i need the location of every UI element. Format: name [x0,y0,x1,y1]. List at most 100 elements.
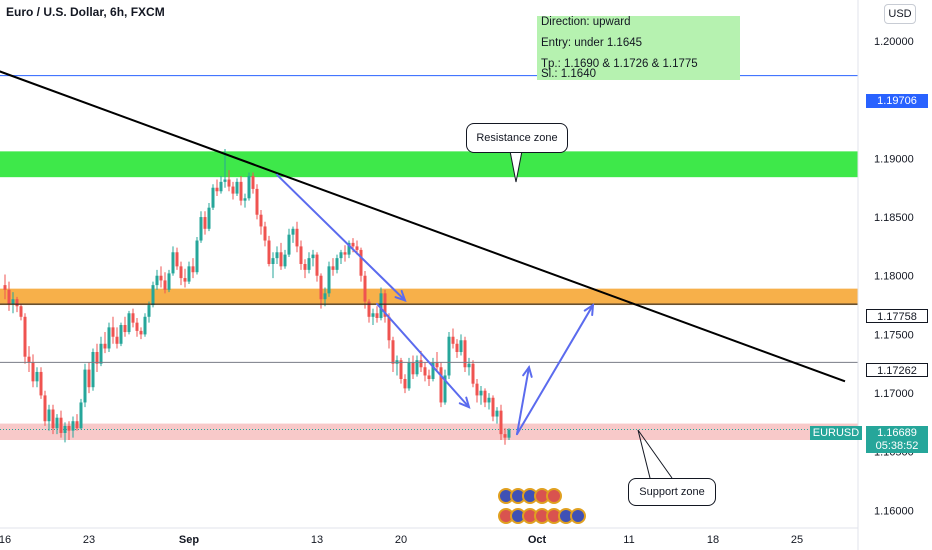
bullish-candle[interactable] [71,421,75,431]
up-arrow-large[interactable] [516,304,594,436]
bullish-candle[interactable] [335,258,339,270]
bearish-candle[interactable] [503,434,507,438]
bearish-candle[interactable] [123,325,127,333]
bearish-candle[interactable] [355,246,359,250]
bullish-candle[interactable] [283,254,287,267]
bearish-candle[interactable] [359,249,363,276]
bearish-candle[interactable] [7,289,11,304]
bearish-candle[interactable] [203,217,207,229]
down-arrow-2[interactable] [376,302,470,409]
bearish-candle[interactable] [263,226,267,241]
bearish-candle[interactable] [191,266,195,273]
bearish-candle[interactable] [111,327,115,337]
bearish-candle[interactable] [159,275,163,281]
bullish-candle[interactable] [275,252,279,259]
bullish-candle[interactable] [219,181,223,192]
bearish-candle[interactable] [295,228,299,247]
bullish-candle[interactable] [311,254,315,259]
bearish-candle[interactable] [251,176,255,189]
bullish-candle[interactable] [431,362,435,379]
bullish-candle[interactable] [155,275,159,286]
bullish-candle[interactable] [119,325,123,344]
bearish-candle[interactable] [39,371,43,396]
bullish-candle[interactable] [211,187,215,208]
bearish-candle[interactable] [319,275,323,300]
bullish-candle[interactable] [243,198,247,201]
bullish-candle[interactable] [291,228,295,235]
price-axis-background[interactable] [858,0,932,550]
bullish-candle[interactable] [271,258,275,264]
bullish-candle[interactable] [199,217,203,241]
bullish-candle[interactable] [507,429,511,438]
bullish-candle[interactable] [379,293,383,318]
bearish-candle[interactable] [403,378,407,389]
bearish-candle[interactable] [351,242,355,247]
bearish-candle[interactable] [255,188,259,215]
event-badges[interactable] [498,488,586,524]
bearish-candle[interactable] [19,306,23,317]
bullish-candle[interactable] [63,425,67,433]
bearish-candle[interactable] [43,395,47,422]
bullish-candle[interactable] [235,181,239,194]
bullish-candle[interactable] [447,336,451,376]
bearish-candle[interactable] [499,410,503,435]
bearish-candle[interactable] [139,330,143,335]
bearish-candle[interactable] [135,322,139,331]
bearish-candle[interactable] [239,181,243,201]
bearish-candle[interactable] [463,340,467,368]
bearish-candle[interactable] [367,301,371,317]
bullish-candle[interactable] [171,252,175,274]
bullish-candle[interactable] [107,327,111,349]
bearish-candle[interactable] [483,390,487,403]
bearish-candle[interactable] [95,352,99,364]
bearish-candle[interactable] [399,360,403,379]
bullish-candle[interactable] [479,390,483,396]
up-arrow-small[interactable] [516,366,530,436]
bearish-candle[interactable] [363,275,367,302]
bullish-candle[interactable] [151,285,155,306]
bearish-candle[interactable] [179,266,183,279]
trend-line[interactable] [0,70,846,383]
bearish-candle[interactable] [227,179,231,187]
bearish-candle[interactable] [3,285,7,290]
bearish-candle[interactable] [279,252,283,267]
bearish-candle[interactable] [439,367,443,403]
bullish-candle[interactable] [247,176,251,199]
bullish-candle[interactable] [35,371,39,382]
bearish-candle[interactable] [67,425,71,431]
bearish-candle[interactable] [411,362,415,375]
bearish-candle[interactable] [331,266,335,270]
bullish-candle[interactable] [91,352,95,388]
bullish-candle[interactable] [495,410,499,417]
bearish-candle[interactable] [51,409,55,429]
bullish-candle[interactable] [147,305,151,317]
bearish-candle[interactable] [471,363,475,384]
bullish-candle[interactable] [327,266,331,294]
bearish-candle[interactable] [383,293,387,317]
bearish-candle[interactable] [435,362,439,368]
bullish-candle[interactable] [407,362,411,389]
bearish-candle[interactable] [259,214,263,227]
bearish-candle[interactable] [75,421,79,429]
bearish-candle[interactable] [103,343,107,349]
bullish-candle[interactable] [371,313,375,317]
bearish-candle[interactable] [267,240,271,264]
bearish-candle[interactable] [303,264,307,270]
bullish-candle[interactable] [83,369,87,403]
bearish-candle[interactable] [175,252,179,267]
bullish-candle[interactable] [55,417,59,429]
bearish-candle[interactable] [183,278,187,282]
bullish-candle[interactable] [99,343,103,364]
bullish-candle[interactable] [459,340,463,352]
bullish-candle[interactable] [487,397,491,403]
bullish-candle[interactable] [443,375,447,403]
bearish-candle[interactable] [31,362,35,382]
bullish-candle[interactable] [207,207,211,229]
bearish-candle[interactable] [427,375,431,379]
bullish-candle[interactable] [323,293,327,300]
bearish-candle[interactable] [343,252,347,255]
bearish-candle[interactable] [455,343,459,352]
bearish-candle[interactable] [23,316,27,357]
bullish-candle[interactable] [127,313,131,333]
